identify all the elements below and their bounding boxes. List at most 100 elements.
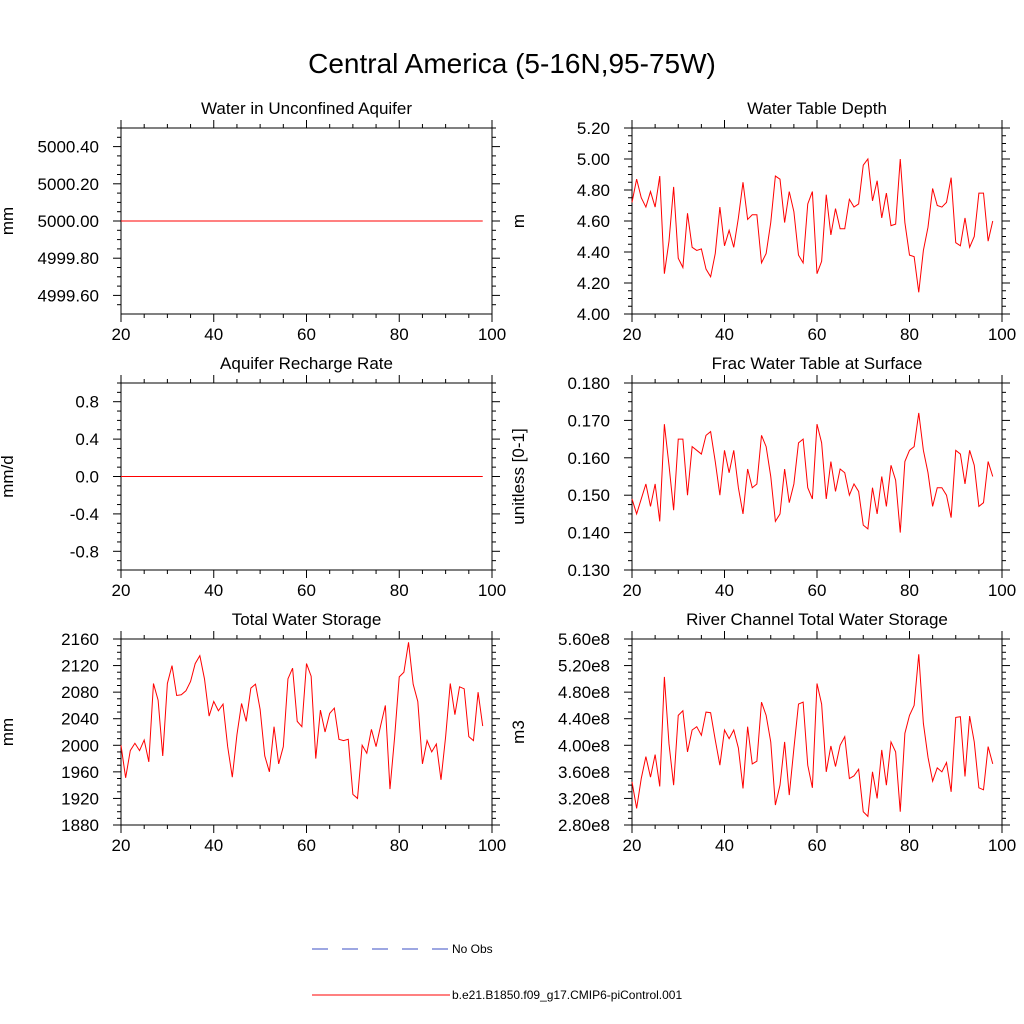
y-tick-label: 2.80e8 [558,816,610,835]
y-tick-label: 0.8 [75,393,99,412]
y-tick-label: 0.4 [75,430,99,449]
x-tick-label: 80 [390,581,409,600]
legend-obs-label: No Obs [452,942,493,956]
panel-4: Frac Water Table at Surface unitless [0-1… [509,354,1016,600]
y-tick-label: 2080 [61,683,99,702]
x-tick-label: 100 [478,836,506,855]
plot-frame [631,638,1003,826]
panel-title: Aquifer Recharge Rate [220,354,393,373]
panel-title: River Channel Total Water Storage [686,610,948,629]
y-tick-label: 0.130 [567,561,610,580]
x-tick-label: 80 [390,836,409,855]
y-tick-label: 3.60e8 [558,763,610,782]
y-tick-label: -0.8 [70,542,99,561]
panel-title: Frac Water Table at Surface [712,354,923,373]
x-tick-label: 40 [715,581,734,600]
x-tick-label: 40 [204,581,223,600]
x-tick-label: 100 [478,325,506,344]
y-axis-label: m3 [509,720,528,744]
y-axis-label: unitless [0-1] [509,428,528,524]
x-tick-label: 100 [988,325,1016,344]
x-tick-label: 60 [808,325,827,344]
x-tick-label: 40 [715,325,734,344]
x-tick-label: 20 [623,581,642,600]
y-tick-label: 1920 [61,789,99,808]
y-tick-label: 4999.60 [38,286,99,305]
y-axis-label: mm [0,718,17,746]
panel-1: Water in Unconfined Aquifer mm 20 40 60 80 100… [0,99,506,344]
panel-title: Water in Unconfined Aquifer [201,99,412,118]
legend-model-swatch [312,994,450,996]
panel-2: Water Table Depth m 20 40 60 80 100 4.00 4.20 4.4… [509,99,1016,344]
plot-frame [631,127,1003,315]
y-tick-label: 5.20 [577,119,610,138]
x-tick-label: 20 [623,836,642,855]
panel-title: Total Water Storage [232,610,382,629]
panel-3: Aquifer Recharge Rate mm/d 20 40 60 80 100 -0.8… [0,354,506,600]
x-tick-label: 100 [988,581,1016,600]
y-tick-label: 0.160 [567,449,610,468]
x-tick-label: 60 [297,325,316,344]
y-tick-label: 2040 [61,710,99,729]
panel-title: Water Table Depth [747,99,887,118]
x-tick-label: 100 [988,836,1016,855]
y-tick-label: 4.00 [577,305,610,324]
x-tick-label: 60 [808,581,827,600]
y-tick-label: 5000.20 [38,175,99,194]
x-tick-label: 60 [297,581,316,600]
x-tick-label: 40 [715,836,734,855]
y-tick-label: 5.60e8 [558,630,610,649]
plot-frame [631,382,1003,571]
y-tick-label: 4.20 [577,274,610,293]
y-tick-label: 5000.00 [38,212,99,231]
y-tick-label: -0.4 [70,505,99,524]
series-line [631,654,994,818]
y-tick-label: 2120 [61,657,99,676]
series-line [631,157,994,293]
y-axis-label: mm [0,207,17,235]
y-tick-label: 4.00e8 [558,736,610,755]
y-tick-label: 2160 [61,630,99,649]
series-line [631,412,994,533]
y-tick-label: 1960 [61,763,99,782]
y-tick-label: 4999.80 [38,249,99,268]
y-tick-label: 5.20e8 [558,657,610,676]
y-tick-label: 5000.40 [38,138,99,157]
x-tick-label: 80 [900,581,919,600]
x-tick-label: 100 [478,581,506,600]
y-tick-label: 0.150 [567,486,610,505]
x-tick-label: 20 [112,325,131,344]
x-tick-label: 80 [900,836,919,855]
y-tick-label: 0.170 [567,411,610,430]
x-tick-label: 40 [204,325,223,344]
y-tick-label: 4.40e8 [558,710,610,729]
x-tick-label: 60 [808,836,827,855]
y-tick-label: 0.140 [567,524,610,543]
y-tick-label: 1880 [61,816,99,835]
series-line [120,642,484,800]
x-tick-label: 20 [112,581,131,600]
legend-model-label: b.e21.B1850.f09_g17.CMIP6-piControl.001 [452,988,683,1002]
legend-obs-swatch [312,948,450,950]
panel-6: River Channel Total Water Storage m3 20 40 6… [509,610,1016,855]
legend-obs: No Obs [312,941,493,957]
y-tick-label: 4.80 [577,181,610,200]
legend-model: b.e21.B1850.f09_g17.CMIP6-piControl.001 [312,987,682,1003]
y-tick-label: 0.0 [75,468,99,487]
x-tick-label: 60 [297,836,316,855]
y-tick-label: 2000 [61,736,99,755]
x-tick-label: 80 [390,325,409,344]
y-tick-label: 4.80e8 [558,683,610,702]
x-tick-label: 80 [900,325,919,344]
x-tick-label: 20 [112,836,131,855]
y-tick-label: 0.180 [567,374,610,393]
y-axis-label: m [509,214,528,228]
y-tick-label: 4.60 [577,212,610,231]
y-tick-label: 5.00 [577,150,610,169]
x-tick-label: 20 [623,325,642,344]
y-tick-label: 4.40 [577,243,610,262]
y-tick-label: 3.20e8 [558,789,610,808]
x-tick-label: 40 [204,836,223,855]
